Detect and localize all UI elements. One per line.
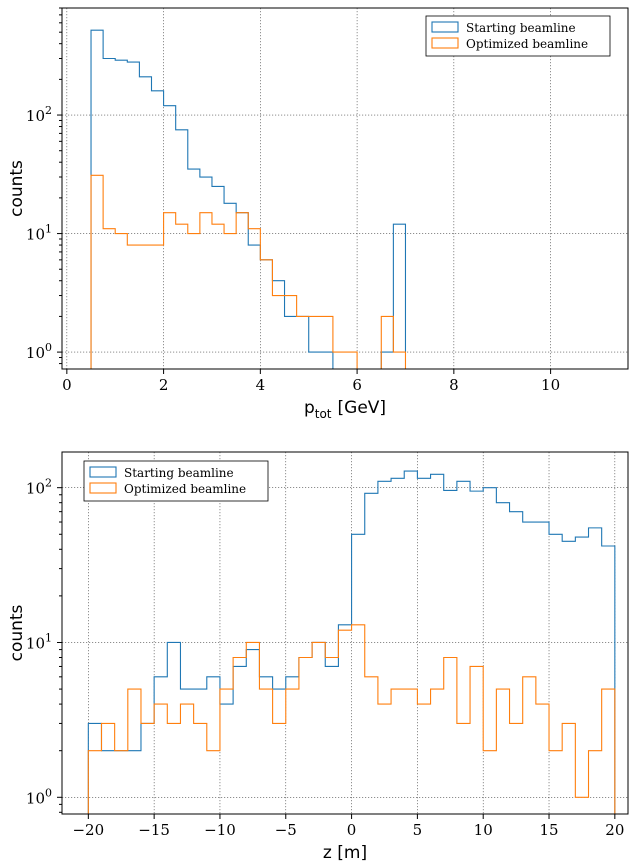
histogram-series-optimized — [87, 624, 616, 814]
legend-entry: Optimized beamline — [124, 482, 246, 496]
x-tick-label: 4 — [256, 376, 266, 394]
x-axis-label: ptot [GeV] — [304, 398, 386, 421]
y-tick-label: 102 — [26, 477, 52, 498]
y-axis-label: counts — [7, 604, 27, 661]
x-tick-label: 15 — [539, 821, 558, 839]
legend-swatch — [431, 37, 459, 49]
legend-box — [425, 15, 611, 57]
y-axis-label: counts — [7, 160, 27, 217]
x-tick-label: −20 — [72, 821, 104, 839]
chart-2: −20 −15 −10 −5 0 5 10 15 20 100 101 102 counts z [m] S… — [7, 451, 629, 863]
legend-entry: Starting beamline — [124, 466, 234, 480]
x-tick-label: 2 — [159, 376, 169, 394]
x-tick-label: 0 — [62, 376, 72, 394]
y-tick-label: 101 — [26, 631, 52, 652]
chart-1: 0 2 4 6 8 10 100 101 102 counts ptot [GeV] Starting … — [7, 7, 629, 421]
x-tick-label: 20 — [605, 821, 624, 839]
x-tick-label: 10 — [474, 821, 493, 839]
legend-entry: Optimized beamline — [466, 37, 588, 51]
legend-entry: Starting beamline — [466, 21, 576, 35]
x-tick-label: −15 — [138, 821, 170, 839]
histogram-series-starting — [90, 29, 407, 369]
x-tick-label: 8 — [449, 376, 459, 394]
x-tick-label: 10 — [541, 376, 560, 394]
histogram-series-optimized — [90, 174, 407, 369]
legend: Starting beamline Optimized beamline — [425, 15, 611, 57]
x-tick-label: −5 — [275, 821, 297, 839]
y-tick-label: 102 — [26, 104, 52, 125]
axes-frame — [61, 7, 629, 370]
axes-frame — [61, 451, 629, 815]
y-tick-label: 100 — [26, 341, 52, 362]
histogram-series-starting — [87, 470, 616, 814]
legend-swatch — [431, 21, 459, 33]
legend: Starting beamline Optimized beamline — [83, 460, 269, 502]
legend-box — [83, 460, 269, 502]
legend-swatch — [89, 482, 117, 494]
x-axis-label: z [m] — [323, 843, 367, 863]
x-tick-label: −10 — [204, 821, 236, 839]
x-tick-label: 0 — [347, 821, 357, 839]
y-tick-label: 100 — [26, 786, 52, 807]
x-tick-label: 5 — [413, 821, 423, 839]
y-tick-label: 101 — [26, 223, 52, 244]
x-tick-label: 6 — [352, 376, 362, 394]
legend-swatch — [89, 466, 117, 478]
